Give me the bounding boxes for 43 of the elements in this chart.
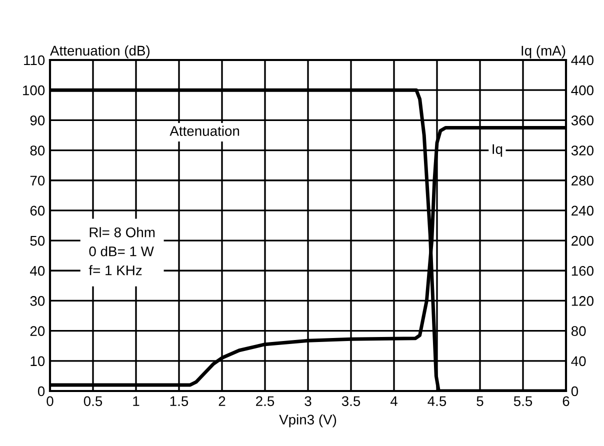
y2-tick-label: 240: [572, 206, 594, 216]
annotation: Rl= 8 Ohm 0 dB= 1 W f= 1 KHz: [88, 227, 155, 276]
x-tick-label: 0: [46, 396, 54, 406]
y-tick-label: 30: [30, 296, 45, 306]
y2-tick-label: 320: [571, 146, 594, 156]
y-tick-label: 70: [30, 176, 45, 186]
y2-tick-label: 40: [571, 356, 586, 366]
y-tick-label: 80: [30, 146, 45, 156]
y-tick-label: 100: [23, 85, 45, 96]
y2-tick-label: 440: [571, 55, 594, 66]
y-tick-label: 20: [30, 326, 45, 336]
y2-tick-label: 280: [572, 176, 594, 186]
y-tick-label: 60: [30, 206, 45, 216]
y-axis-title: Attenuation (dB): [50, 45, 150, 58]
y-tick-label: 10: [30, 356, 45, 366]
y2-tick-label: 160: [572, 266, 594, 276]
x-tick-label: 5.5: [514, 396, 532, 406]
y-tick-label: 40: [30, 266, 45, 276]
x-tick-label: 1: [133, 396, 140, 406]
x-tick-label: 6: [562, 396, 570, 406]
x-axis-title: Vpin3 (V): [279, 414, 336, 428]
y-tick-label: 50: [30, 236, 45, 246]
y2-tick-label: 200: [572, 236, 594, 246]
series-label: Iq: [492, 144, 502, 157]
x-tick-label: 2: [218, 396, 226, 406]
x-tick-label: 3: [304, 396, 312, 406]
x-tick-label: 4: [390, 396, 398, 406]
y2-tick-label: 80: [571, 326, 586, 336]
y2-tick-label: 120: [572, 296, 594, 306]
x-tick-label: 5: [476, 396, 484, 406]
y-tick-label: 90: [30, 116, 45, 126]
x-tick-label: 2.5: [256, 396, 274, 406]
y-tick-label: 110: [24, 55, 45, 66]
y2-tick-label: 400: [571, 85, 594, 96]
text: Attenuation: [170, 126, 240, 136]
x-tick-label: 3.5: [342, 396, 360, 406]
x-tick-label: 1.5: [170, 396, 188, 406]
y2-tick-label: 0: [571, 386, 578, 396]
y2-axis-title: Iq (mA): [522, 45, 566, 58]
y-tick-label: 0: [38, 386, 45, 396]
y2-tick-label: 360: [571, 116, 594, 126]
x-tick-label: 4.5: [428, 396, 446, 406]
x-tick-label: 0.5: [84, 396, 102, 406]
